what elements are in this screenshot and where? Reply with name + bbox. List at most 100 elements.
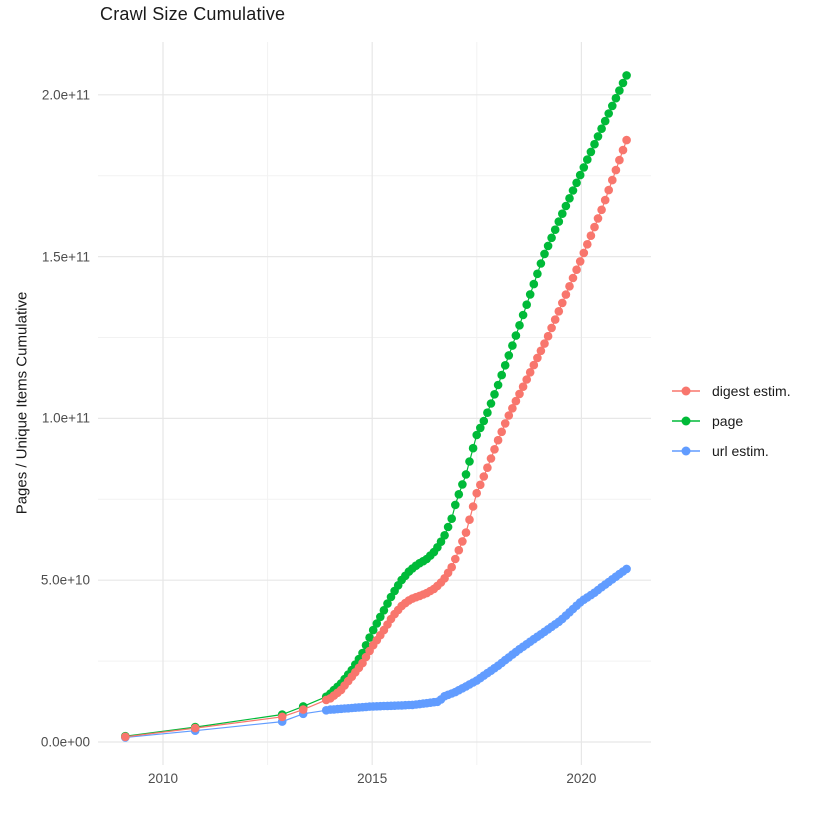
- data-point: [483, 463, 492, 473]
- data-point: [608, 101, 617, 111]
- data-point: [533, 269, 542, 279]
- data-point: [493, 380, 503, 390]
- data-point: [536, 259, 546, 268]
- data-point: [575, 170, 585, 180]
- data-point: [368, 625, 378, 635]
- data-point: [277, 712, 287, 722]
- data-point: [451, 554, 460, 564]
- data-point: [529, 279, 539, 289]
- data-point: [508, 341, 517, 350]
- legend-key-icon: [672, 446, 700, 456]
- y-tick-label: 1.0e+11: [41, 410, 90, 426]
- data-point: [611, 93, 621, 103]
- data-point: [568, 273, 578, 283]
- data-point: [561, 201, 571, 211]
- data-point: [593, 132, 603, 141]
- data-point: [558, 298, 567, 308]
- legend-key-icon: [672, 416, 700, 426]
- data-point: [298, 705, 308, 714]
- data-point: [604, 185, 613, 195]
- data-point: [465, 515, 474, 524]
- data-point: [572, 265, 581, 275]
- data-point: [465, 457, 474, 466]
- data-point: [622, 71, 631, 80]
- data-point: [522, 300, 531, 310]
- data-point: [586, 147, 596, 157]
- data-point: [622, 564, 631, 574]
- data-point: [543, 241, 553, 251]
- data-point: [376, 612, 385, 622]
- data-point: [451, 500, 460, 510]
- data-point: [461, 528, 471, 537]
- y-tick-label: 0.0e+00: [40, 734, 90, 750]
- data-point: [486, 399, 496, 408]
- data-point: [500, 361, 510, 370]
- data-point: [615, 155, 624, 165]
- grid-minor: [98, 42, 651, 765]
- data-point: [550, 315, 560, 324]
- data-point: [590, 222, 599, 232]
- data-point: [483, 408, 492, 418]
- data-point: [454, 545, 464, 555]
- data-point: [529, 360, 539, 370]
- series-digest-estim-points: [121, 135, 631, 742]
- data-point: [593, 214, 603, 223]
- data-point: [583, 155, 592, 164]
- data-point: [486, 454, 496, 463]
- legend-item-page: page: [670, 410, 791, 432]
- data-point: [561, 290, 571, 299]
- data-point: [565, 194, 574, 203]
- data-point: [536, 346, 546, 356]
- data-point: [550, 225, 560, 234]
- y-tick-label: 5.0e+10: [40, 572, 90, 588]
- grid-major: [98, 42, 651, 765]
- legend-item-url-estim: url estim.: [670, 440, 791, 462]
- data-point: [583, 240, 592, 249]
- chart-title: Crawl Size Cumulative: [100, 4, 286, 24]
- data-point: [604, 109, 613, 118]
- data-point: [518, 310, 528, 320]
- data-point: [525, 368, 535, 377]
- series-digest-estim: [121, 135, 631, 742]
- data-point: [454, 490, 464, 499]
- legend-label: url estim.: [712, 443, 769, 459]
- data-point: [436, 537, 446, 546]
- data-point: [440, 531, 449, 540]
- series-url-estim-line: [125, 568, 627, 739]
- data-point: [597, 124, 606, 133]
- data-point: [461, 470, 471, 479]
- data-point: [476, 423, 485, 433]
- data-point: [508, 404, 517, 413]
- legend-label: page: [712, 413, 744, 429]
- data-point: [443, 522, 453, 532]
- data-point: [579, 163, 589, 172]
- data-point: [468, 443, 478, 453]
- legend-item-digest-estim: digest estim.: [670, 380, 791, 402]
- data-point: [586, 231, 596, 240]
- data-point: [497, 370, 507, 380]
- x-tick-label: 2015: [357, 771, 388, 786]
- data-point: [515, 321, 524, 330]
- data-point: [611, 165, 621, 175]
- y-axis-title: Pages / Unique Items Cumulative: [13, 291, 31, 515]
- data-point: [504, 411, 514, 420]
- data-point: [622, 135, 631, 145]
- data-point: [472, 430, 482, 440]
- data-point: [547, 323, 556, 333]
- data-point: [565, 282, 574, 291]
- data-point: [597, 205, 606, 215]
- data-point: [500, 419, 510, 428]
- data-point: [447, 562, 457, 572]
- data-point: [490, 445, 499, 454]
- data-point: [533, 353, 542, 363]
- data-point: [579, 248, 589, 258]
- series-url-estim: [121, 564, 631, 742]
- x-tick-label: 2010: [147, 771, 179, 786]
- data-point: [540, 339, 549, 348]
- data-point: [618, 145, 628, 155]
- data-point: [493, 435, 503, 445]
- data-point: [608, 175, 617, 185]
- data-point: [600, 195, 610, 205]
